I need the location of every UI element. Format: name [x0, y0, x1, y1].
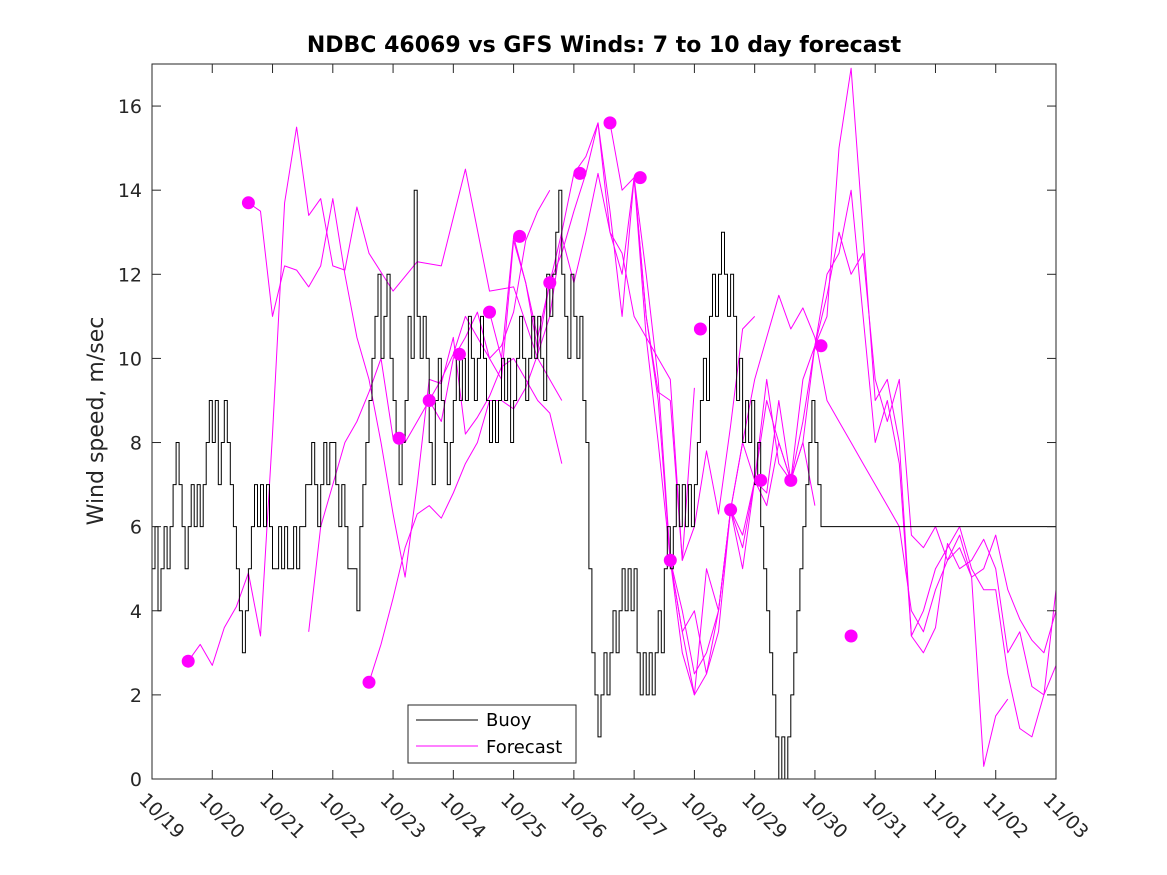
buoy-line-path [152, 189, 1056, 779]
forecast-marker [784, 473, 798, 487]
forecast-run-7 [609, 67, 1056, 696]
buoy-series [152, 189, 1056, 779]
forecast-marker [844, 629, 858, 643]
forecast-marker [452, 347, 466, 361]
forecast-marker [392, 431, 406, 445]
y-tick-label: 0 [130, 769, 142, 791]
y-axis: 0 2 4 6 8 10 12 14 16 [118, 96, 1056, 791]
legend-box [407, 704, 577, 764]
y-tick-label: 2 [130, 685, 142, 707]
forecast-run-4 [368, 172, 695, 683]
forecast-marker [603, 116, 617, 130]
forecast-run-6 [489, 122, 816, 675]
chart-title: NDBC 46069 vs GFS Winds: 7 to 10 day for… [307, 33, 902, 58]
plot-frame [151, 63, 1057, 780]
y-tick-label: 12 [118, 264, 142, 286]
forecast-marker [483, 305, 496, 319]
forecast-marker [543, 276, 557, 290]
forecast-markers [181, 116, 858, 689]
forecast-marker [181, 654, 195, 668]
forecast-run-2 [248, 198, 563, 578]
forecast-marker [241, 196, 255, 210]
forecast-marker [573, 166, 587, 180]
forecast-marker [513, 229, 527, 243]
forecast-marker [814, 339, 828, 353]
legend: Buoy Forecast [407, 704, 577, 764]
y-tick-label: 10 [118, 348, 142, 370]
legend-buoy-label: Buoy [486, 710, 532, 731]
y-tick-label: 6 [130, 517, 142, 539]
forecast-marker [754, 473, 768, 487]
forecast-run-10 [730, 294, 1056, 654]
forecast-marker [663, 553, 677, 567]
forecast-run-8 [633, 177, 1056, 738]
y-tick-label: 16 [118, 96, 142, 118]
forecast-marker [633, 171, 647, 185]
y-tick-label: 8 [130, 433, 142, 455]
forecast-marker [422, 394, 436, 407]
y-tick-label: 4 [130, 601, 142, 623]
forecast-marker [724, 503, 738, 517]
y-tick-label: 14 [118, 180, 142, 202]
legend-forecast-label: Forecast [486, 737, 562, 758]
y-axis-label: Wind speed, m/sec [84, 317, 109, 526]
forecast-marker [362, 675, 376, 689]
forecast-run-9 [669, 231, 1009, 767]
forecast-marker [693, 322, 707, 336]
